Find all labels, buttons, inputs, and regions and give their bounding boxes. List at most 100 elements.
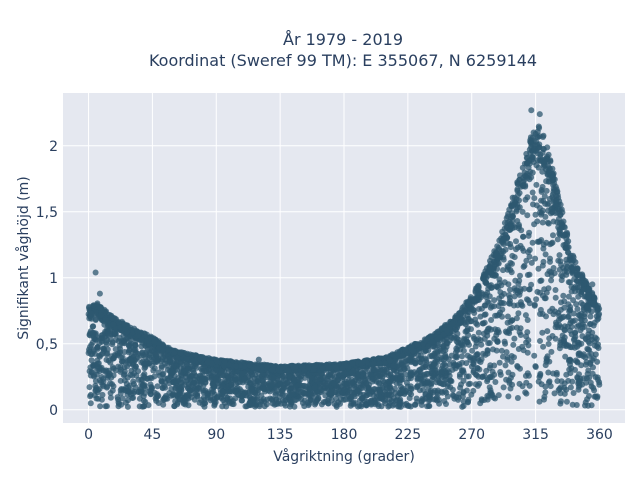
data-point [488, 389, 495, 396]
data-point [349, 360, 356, 367]
data-point [192, 352, 199, 359]
data-point [171, 349, 178, 356]
data-point [347, 395, 354, 402]
data-point-outlier [536, 111, 543, 118]
data-point [280, 377, 287, 384]
data-point [394, 349, 401, 356]
data-point [509, 317, 515, 324]
data-point [98, 335, 105, 342]
data-point [574, 306, 581, 312]
data-point [591, 393, 598, 400]
data-point [536, 125, 543, 131]
data-point [470, 296, 477, 303]
data-point [444, 393, 451, 400]
data-point [418, 376, 424, 383]
data-point [264, 374, 271, 381]
data-point [117, 349, 124, 355]
data-point [556, 312, 563, 319]
data-point [473, 339, 480, 346]
data-point [88, 357, 95, 364]
data-point [524, 212, 531, 219]
data-point [559, 209, 566, 216]
data-point [292, 363, 299, 370]
data-point [500, 267, 506, 274]
data-point [109, 341, 116, 348]
data-point [97, 304, 104, 311]
data-point [531, 352, 538, 359]
data-point [545, 207, 551, 214]
data-point [109, 315, 115, 322]
data-point [394, 393, 401, 399]
data-point [335, 377, 341, 384]
data-point [196, 377, 203, 384]
data-point [575, 279, 582, 286]
data-point [547, 308, 553, 315]
data-point [475, 282, 482, 289]
data-point [279, 373, 286, 380]
data-point [107, 394, 114, 401]
data-point [456, 361, 463, 368]
data-point [87, 400, 94, 407]
data-point [524, 329, 531, 336]
data-point [308, 391, 314, 398]
data-point [347, 402, 354, 409]
data-point [127, 357, 134, 364]
data-point [519, 164, 526, 171]
data-point [306, 385, 313, 392]
data-point [505, 393, 512, 400]
data-point [555, 257, 562, 264]
data-point [579, 321, 586, 328]
data-point [587, 379, 594, 386]
data-point [532, 364, 539, 370]
data-point [370, 360, 377, 367]
data-point [523, 160, 530, 167]
data-point [531, 301, 538, 308]
data-point [549, 239, 556, 246]
data-point [246, 362, 253, 369]
data-point [115, 338, 122, 345]
data-point [547, 255, 553, 262]
data-point [484, 347, 491, 354]
data-point [346, 380, 352, 387]
data-point [356, 397, 363, 404]
data-point [575, 383, 582, 390]
data-point [481, 311, 488, 318]
data-point [423, 370, 430, 377]
data-point [570, 266, 577, 273]
data-point [204, 394, 211, 401]
data-point [468, 326, 474, 333]
data-point [590, 322, 597, 329]
data-point [509, 381, 516, 388]
data-point [160, 401, 167, 408]
data-point [293, 396, 300, 403]
data-point [386, 392, 393, 399]
data-point [552, 198, 559, 205]
data-point [534, 150, 541, 157]
data-point [221, 399, 228, 406]
data-point [130, 347, 137, 354]
data-point [574, 374, 581, 381]
data-point [167, 374, 174, 381]
data-point [94, 344, 101, 350]
data-point [501, 290, 507, 297]
data-point [90, 323, 97, 330]
data-point [478, 341, 485, 348]
data-point [516, 380, 523, 387]
x-tick-label: 225 [394, 427, 421, 443]
data-point [531, 195, 538, 202]
data-point [94, 360, 101, 367]
data-point [147, 374, 154, 381]
data-point [491, 297, 498, 304]
data-point [586, 347, 593, 353]
data-point [502, 362, 509, 369]
data-point [543, 239, 550, 246]
data-point [316, 385, 323, 392]
data-point [414, 341, 421, 348]
data-point [319, 364, 326, 371]
data-point [269, 366, 276, 373]
data-point [346, 387, 353, 394]
data-point [554, 236, 561, 243]
data-point [341, 386, 348, 393]
data-point [300, 364, 306, 371]
